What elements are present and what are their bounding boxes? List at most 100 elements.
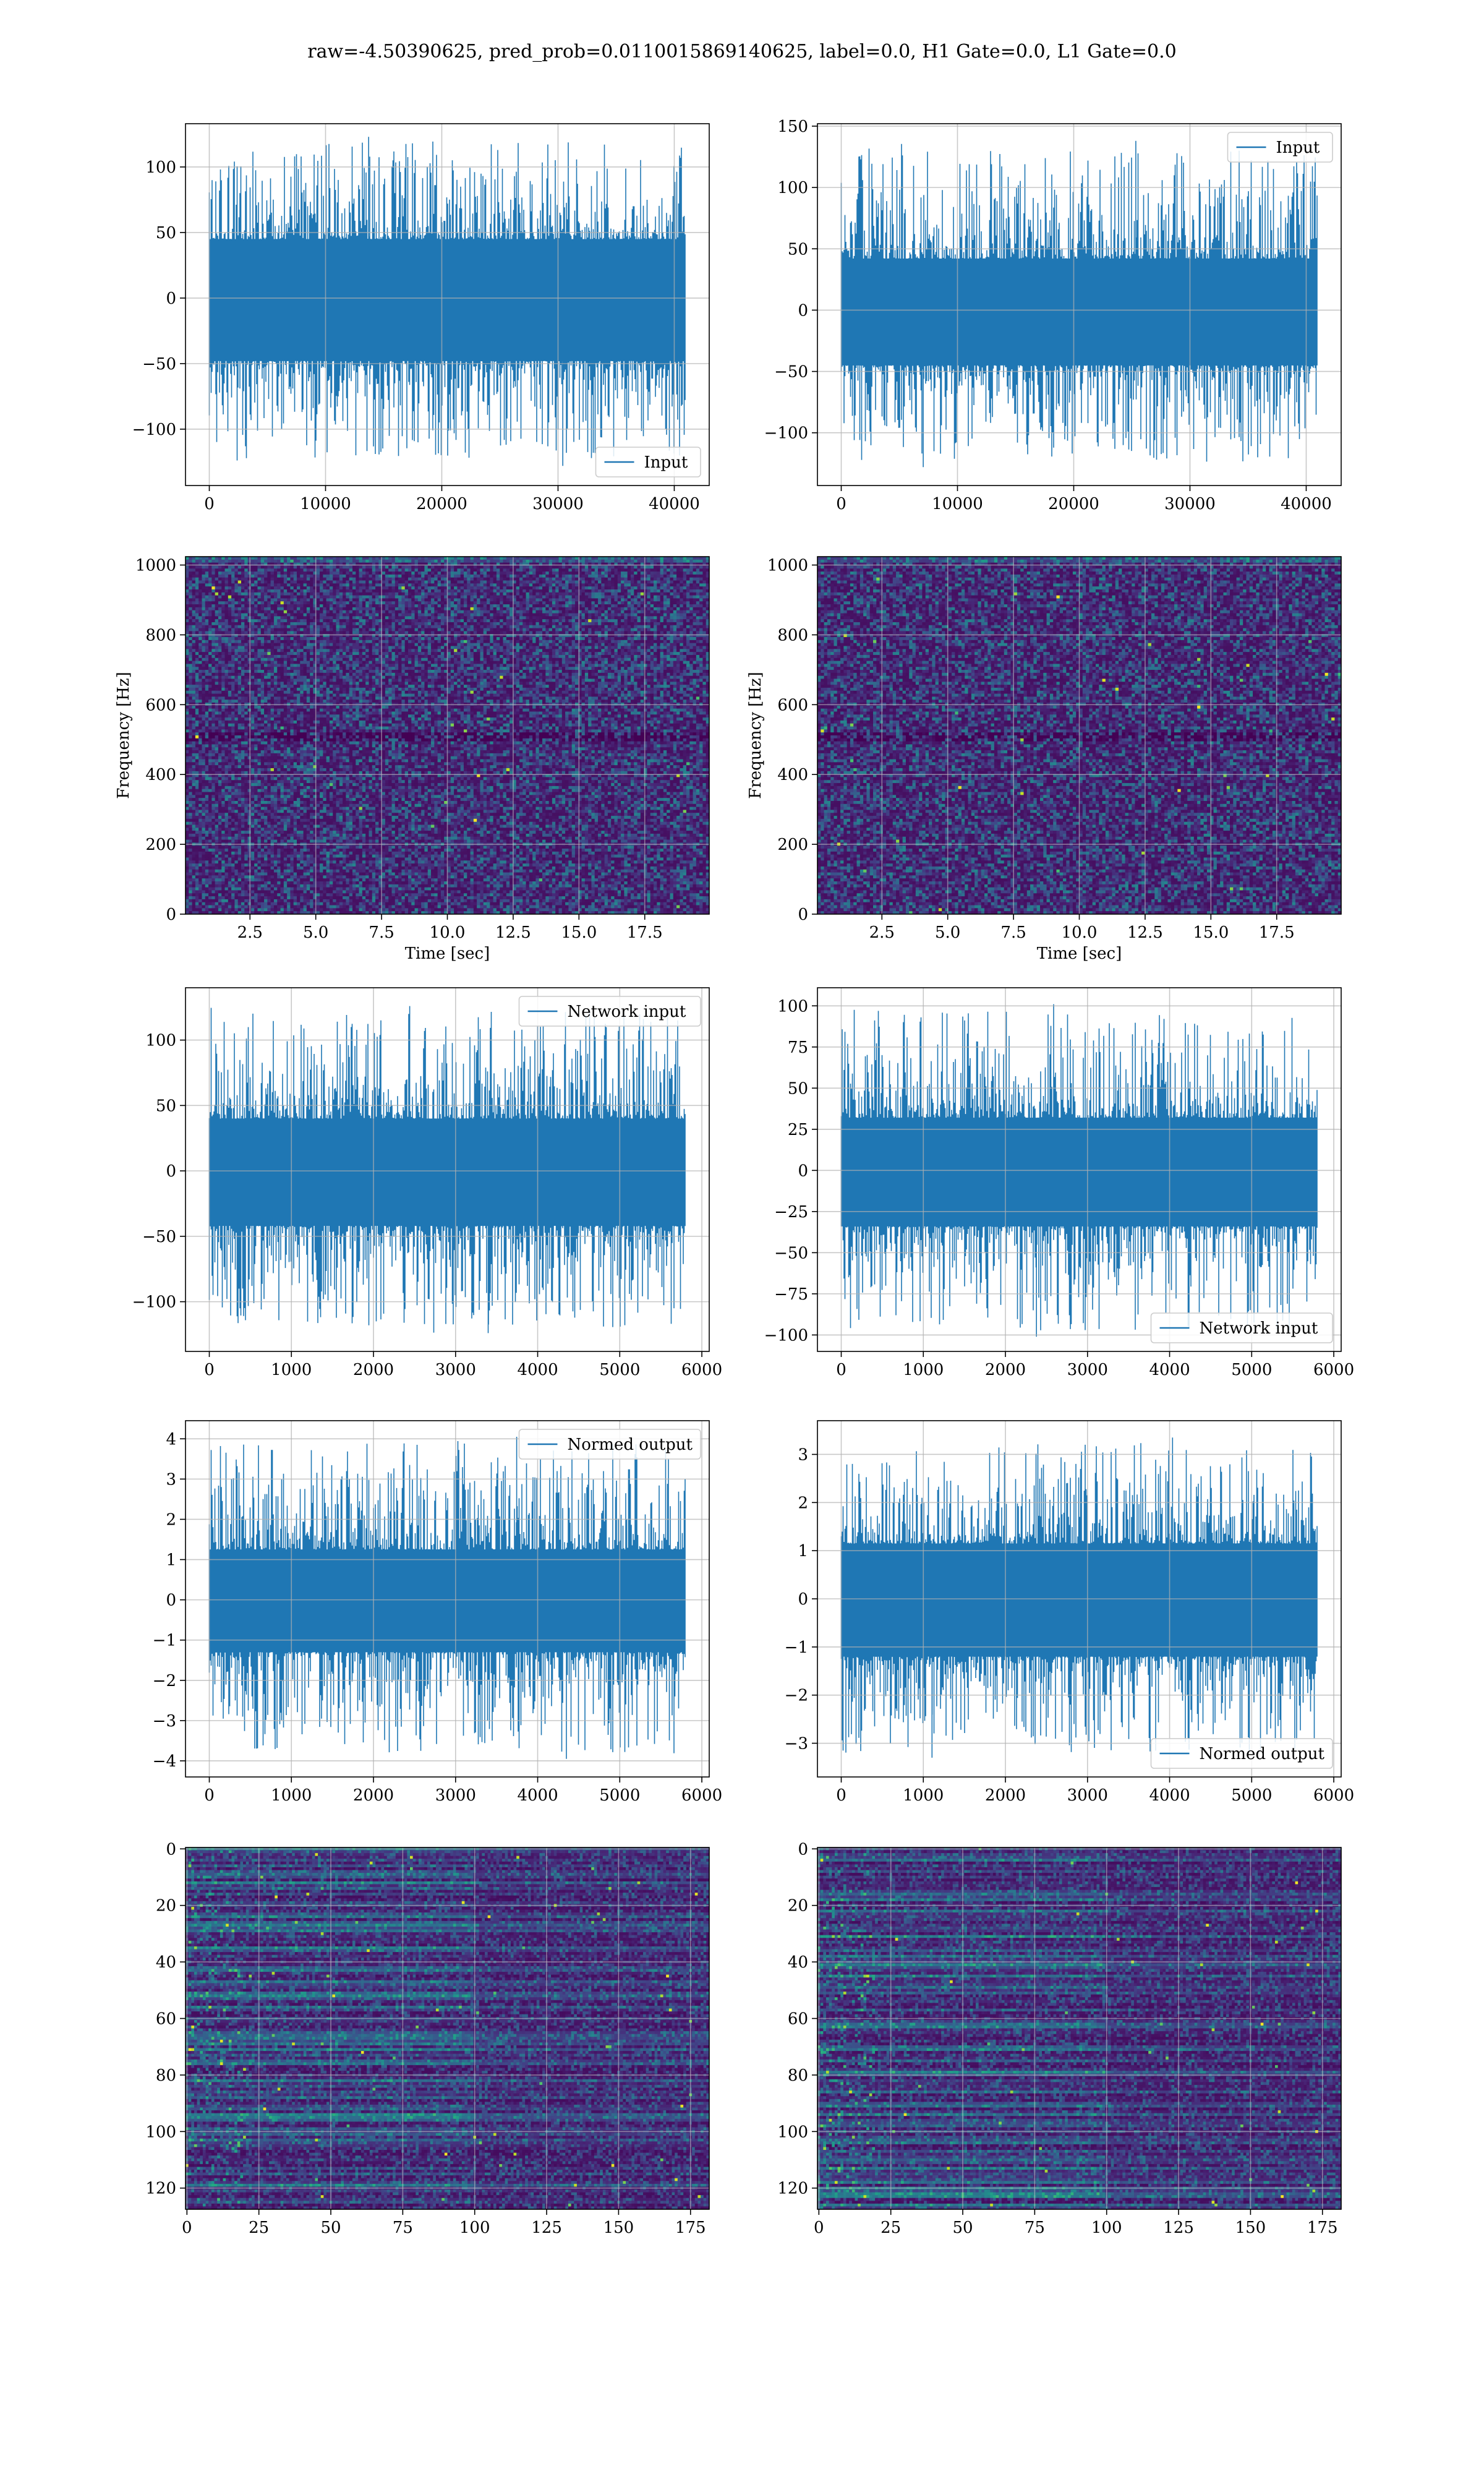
x-tick-label: 2000 — [353, 1361, 394, 1379]
y-tick-label: 0 — [166, 905, 176, 924]
x-tick-label: 5.0 — [303, 923, 328, 942]
y-tick-label: 100 — [145, 158, 176, 177]
x-tick-label: 2.5 — [237, 923, 263, 942]
y-axis-label: Frequency [Hz] — [746, 672, 765, 799]
plot-area — [817, 988, 1341, 1351]
x-tick-label: 2000 — [353, 1786, 394, 1805]
x-tick-label: 2.5 — [869, 923, 895, 942]
y-tick-label: 50 — [788, 1079, 808, 1098]
x-tick-label: 3000 — [1067, 1361, 1108, 1379]
series-line-normed-output — [842, 1437, 1318, 1758]
x-tick-label: 0 — [182, 2219, 192, 2237]
x-tick-label: 17.5 — [1259, 923, 1295, 942]
y-tick-label: 60 — [156, 2010, 176, 2029]
x-tick-label: 17.5 — [627, 923, 663, 942]
y-tick-label: −50 — [774, 363, 808, 382]
x-tick-label: 30000 — [1164, 495, 1216, 513]
x-tick-label: 175 — [1307, 2219, 1338, 2237]
x-tick-label: 3000 — [435, 1786, 476, 1805]
y-tick-label: 0 — [166, 289, 176, 308]
y-tick-label: 0 — [798, 1590, 808, 1609]
x-tick-label: 6000 — [681, 1361, 722, 1379]
x-tick-label: 1000 — [271, 1786, 312, 1805]
y-tick-label: 40 — [156, 1953, 176, 1972]
y-tick-label: 100 — [145, 2123, 176, 2141]
y-tick-label: 0 — [798, 1162, 808, 1180]
y-tick-label: 20 — [156, 1897, 176, 1915]
x-tick-label: 20000 — [416, 495, 467, 513]
x-tick-label: 6000 — [1313, 1786, 1354, 1805]
x-tick-label: 0 — [836, 495, 846, 513]
subplot-r3c1: 0 1000 2000 3000 4000 5000 6000−100−50050100Ne… — [132, 988, 723, 1379]
subplot-r2c1: 2.5 5.0 7.5 10.0 12.5 15.0 17.5020040060080010… — [114, 557, 710, 963]
x-tick-label: 175 — [675, 2219, 706, 2237]
y-tick-label: 120 — [145, 2180, 176, 2198]
x-tick-label: 150 — [1235, 2219, 1266, 2237]
plot-area — [817, 124, 1341, 486]
y-tick-label: 400 — [145, 766, 176, 784]
y-tick-label: −2 — [153, 1672, 176, 1690]
x-tick-label: 10000 — [300, 495, 351, 513]
x-tick-label: 5000 — [1231, 1361, 1272, 1379]
x-tick-label: 125 — [531, 2219, 562, 2237]
y-tick-label: 400 — [777, 766, 808, 784]
y-tick-label: 25 — [788, 1121, 808, 1139]
y-tick-label: −50 — [142, 1228, 176, 1246]
y-tick-label: −25 — [774, 1203, 808, 1222]
x-tick-label: 100 — [1091, 2219, 1122, 2237]
y-tick-label: 0 — [166, 1162, 176, 1181]
x-tick-label: 5.0 — [935, 923, 960, 942]
plot-area — [186, 1847, 710, 2210]
legend: Input — [596, 447, 701, 477]
x-tick-label: 4000 — [1149, 1361, 1190, 1379]
x-tick-label: 12.5 — [1127, 923, 1163, 942]
y-tick-label: −100 — [132, 1293, 176, 1312]
x-tick-label: 25 — [249, 2219, 269, 2237]
y-tick-label: 60 — [788, 2010, 808, 2029]
x-tick-label: 0 — [204, 1786, 215, 1805]
y-tick-label: 1 — [798, 1542, 808, 1560]
x-tick-label: 4000 — [517, 1361, 558, 1379]
y-tick-label: 20 — [788, 1897, 808, 1915]
y-tick-label: 600 — [777, 696, 808, 714]
x-tick-label: 50 — [952, 2219, 973, 2237]
y-tick-label: −50 — [142, 355, 176, 374]
x-tick-label: 5000 — [599, 1786, 640, 1805]
y-tick-label: 100 — [777, 2123, 808, 2141]
x-tick-label: 4000 — [517, 1786, 558, 1805]
x-tick-label: 150 — [603, 2219, 634, 2237]
y-tick-label: −3 — [153, 1712, 176, 1731]
x-tick-label: 4000 — [1149, 1786, 1190, 1805]
x-tick-label: 7.5 — [369, 923, 394, 942]
x-tick-label: 7.5 — [1000, 923, 1026, 942]
legend-entry: Network input — [568, 1003, 686, 1021]
y-tick-label: −1 — [785, 1638, 808, 1657]
x-axis-label: Time [sec] — [1037, 944, 1122, 963]
y-tick-label: −4 — [153, 1752, 176, 1771]
x-tick-label: 40000 — [649, 495, 700, 513]
plot-area — [186, 988, 709, 1351]
y-tick-label: 75 — [788, 1038, 808, 1057]
legend: Input — [1228, 132, 1333, 162]
x-tick-label: 75 — [393, 2219, 413, 2237]
series-line-input — [842, 141, 1318, 468]
y-tick-label: 4 — [166, 1430, 176, 1449]
y-tick-label: 150 — [777, 118, 808, 136]
y-tick-label: 600 — [145, 696, 176, 714]
x-tick-label: 125 — [1163, 2219, 1194, 2237]
y-tick-label: −1 — [153, 1632, 176, 1650]
x-axis-label: Time [sec] — [405, 944, 490, 963]
subplot-r2c2: 2.5 5.0 7.5 10.0 12.5 15.0 17.5020040060080010… — [746, 557, 1342, 963]
y-tick-label: 50 — [788, 240, 808, 259]
x-tick-label: 50 — [320, 2219, 341, 2237]
y-tick-label: 200 — [145, 836, 176, 854]
x-tick-label: 15.0 — [561, 923, 597, 942]
y-tick-label: 200 — [777, 836, 808, 854]
legend-entry: Input — [644, 453, 688, 472]
plot-area — [817, 1421, 1341, 1777]
y-tick-label: −100 — [132, 421, 176, 439]
series-line-network-input — [210, 1006, 686, 1333]
